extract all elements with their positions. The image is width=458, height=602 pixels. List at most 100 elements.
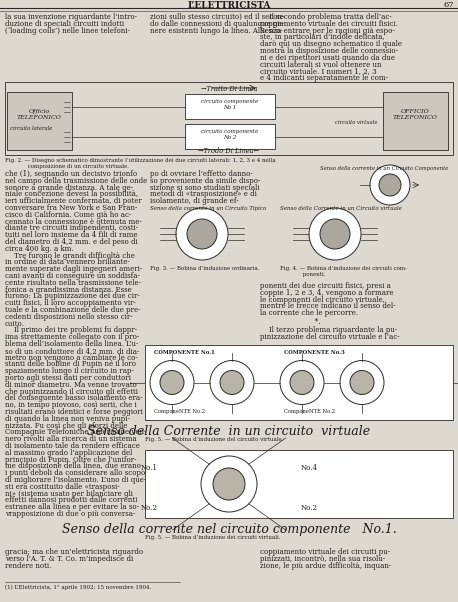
Text: in ordine di data vennero brillante-: in ordine di data vennero brillante- [5, 258, 130, 267]
Text: Fig. 2. — Disegno schematico dimostrante l’utilizzazione dei due circuiti latera: Fig. 2. — Disegno schematico dimostrante… [5, 158, 276, 169]
Text: tuiti nel loro insieme da 4 fili di rame: tuiti nel loro insieme da 4 fili di rame [5, 231, 137, 239]
Text: Officio
TELEFONICO: Officio TELEFONICO [17, 109, 62, 120]
Text: COMPONENTE No.3: COMPONENTE No.3 [284, 350, 345, 355]
Text: circuito virtuale. I numeri 1, 2, 3: circuito virtuale. I numeri 1, 2, 3 [260, 67, 376, 75]
Text: duzione di speciali circuiti indotti: duzione di speciali circuiti indotti [5, 20, 124, 28]
Bar [145, 450, 453, 518]
Text: niale concezione devesi la possibilità,: niale concezione devesi la possibilità, [5, 190, 138, 199]
Text: ima strettamente collegato con il pro-: ima strettamente collegato con il pro- [5, 333, 139, 341]
Text: cedenti disposizioni nello stesso cir-: cedenti disposizioni nello stesso cir- [5, 313, 133, 321]
Text: sonore a grande distanza. A tale ge-: sonore a grande distanza. A tale ge- [5, 184, 133, 191]
Circle shape [350, 370, 374, 394]
Text: cani avanti di conseguire un soddisfa-: cani avanti di conseguire un soddisfa- [5, 272, 140, 280]
Text: coppiamento virtuale dei circuiti pu-: coppiamento virtuale dei circuiti pu- [260, 548, 390, 556]
Text: pinizzazione del circuito virtuale e l’ac-: pinizzazione del circuito virtuale e l’a… [260, 333, 400, 341]
Text: Compagnie Telefoniche Americane ven-: Compagnie Telefoniche Americane ven- [5, 429, 147, 436]
Circle shape [176, 208, 228, 260]
Text: do dalle connessioni di qualunque ge-: do dalle connessioni di qualunque ge- [150, 20, 284, 28]
Text: Senso della corrente nel circuito componente   No.1.: Senso della corrente nel circuito compon… [62, 523, 396, 536]
Circle shape [201, 456, 257, 512]
Text: COMPONENTE No.1: COMPONENTE No.1 [154, 350, 215, 355]
Circle shape [210, 361, 254, 405]
Circle shape [309, 208, 361, 260]
Text: tuale e la combinazione delle due pre-: tuale e la combinazione delle due pre- [5, 306, 141, 314]
Text: di minor diametro. Ma venne trovato: di minor diametro. Ma venne trovato [5, 381, 137, 389]
Text: pinizzati, incontrò, nella sua risolu-: pinizzati, incontrò, nella sua risolu- [260, 555, 385, 563]
Text: gracia; ma che un’elettricista riguardo: gracia; ma che un’elettricista riguardo [5, 548, 143, 556]
Text: nel campo della trasmissione delle onde: nel campo della trasmissione delle onde [5, 177, 147, 185]
Circle shape [340, 361, 384, 405]
Text: Fig. 3. — Bobina d’induzione ordinaria.: Fig. 3. — Bobina d’induzione ordinaria. [150, 266, 260, 271]
Text: No.4: No.4 [300, 464, 317, 472]
Text: sizione si sono studiati speciali: sizione si sono studiati speciali [150, 184, 260, 191]
Text: ponenti dei due circuiti fisici, presi a: ponenti dei due circuiti fisici, presi a [260, 282, 391, 290]
Circle shape [187, 219, 217, 249]
Text: che pupinizzando il circuito gli effetti: che pupinizzando il circuito gli effetti [5, 388, 138, 396]
Circle shape [290, 370, 314, 394]
Text: mente superate dagli ingegneri ameri-: mente superate dagli ingegneri ameri- [5, 265, 142, 273]
Text: Senso della Corrente in un Circuito virtuale: Senso della Corrente in un Circuito virt… [280, 206, 402, 211]
Text: cuito.: cuito. [5, 320, 25, 327]
Text: circuito componente
No 2: circuito componente No 2 [202, 129, 259, 140]
Text: circuiti laterali si vuol ottenere un: circuiti laterali si vuol ottenere un [260, 61, 382, 69]
Text: diante tre circuiti indipendenti, costi-: diante tre circuiti indipendenti, costi- [5, 225, 138, 232]
Text: effetti dannosi prodotti dalle correnti: effetti dannosi prodotti dalle correnti [5, 497, 137, 504]
Circle shape [160, 370, 184, 394]
Text: circuito virtuale: circuito virtuale [335, 120, 377, 125]
Text: di isolamento tale da rendere efficace: di isolamento tale da rendere efficace [5, 442, 140, 450]
Text: cuiti fisici, il loro accoppiamento vir-: cuiti fisici, il loro accoppiamento vir- [5, 299, 136, 307]
Text: so di un conduttore di 4,2 mm. di dia-: so di un conduttore di 4,2 mm. di dia- [5, 347, 139, 355]
Text: No.1: No.1 [141, 464, 158, 472]
Text: ni e dei ripetitori usati quando da due: ni e dei ripetitori usati quando da due [260, 54, 395, 62]
Text: i punti deboli da considerare allo scopo: i punti deboli da considerare allo scopo [5, 469, 145, 477]
Text: me disposizione della linea, due erano: me disposizione della linea, due erano [5, 462, 141, 470]
Text: sti era costituito dalle «trasposi-: sti era costituito dalle «trasposi- [5, 483, 120, 491]
Text: *.: *. [305, 318, 321, 326]
Text: del diametro di 4,2 mm. e del peso di: del diametro di 4,2 mm. e del peso di [5, 238, 138, 246]
Text: nero rivolti alla ricerca di un sistema: nero rivolti alla ricerca di un sistema [5, 435, 137, 443]
Bar [7, 92, 72, 150]
Text: cennato la connessione è ottenuta me-: cennato la connessione è ottenuta me- [5, 217, 142, 226]
Text: risultati erano identici e forse peggiori: risultati erano identici e forse peggior… [5, 408, 143, 416]
Text: fonica a grandissima distanza. Esse: fonica a grandissima distanza. Esse [5, 285, 132, 294]
Text: la sua invenzione riguardante l’intro-: la sua invenzione riguardante l’intro- [5, 13, 137, 21]
Text: porto agli stessi dati per conduttori: porto agli stessi dati per conduttori [5, 374, 131, 382]
Text: nizzata. Fu così che gli sforzi delle: nizzata. Fu così che gli sforzi delle [5, 421, 127, 430]
Text: OFFICIO
TELEFONICO: OFFICIO TELEFONICO [393, 109, 438, 120]
Text: ni» (sistema usato per bilanciare gli: ni» (sistema usato per bilanciare gli [5, 489, 133, 498]
Circle shape [213, 468, 245, 500]
Text: Fig. 5. — Bobina d’induzione del circuito virtuale.: Fig. 5. — Bobina d’induzione del circuit… [145, 437, 284, 442]
Text: al massimo grado l’applicazione del: al massimo grado l’applicazione del [5, 449, 132, 457]
Text: la corrente che le percorre.: la corrente che le percorre. [260, 309, 358, 317]
Circle shape [370, 165, 410, 205]
Text: stanti delle bobine di Pupin né il loro: stanti delle bobine di Pupin né il loro [5, 361, 136, 368]
Text: No.2: No.2 [141, 504, 158, 512]
Text: Tre furono le grandi difficoltà che: Tre furono le grandi difficoltà che [5, 252, 135, 259]
Text: darò qui un disegno schematico il quale: darò qui un disegno schematico il quale [260, 40, 402, 48]
Text: (1) L’Elettricista, 1° aprile 1902; 15 novembre 1904.: (1) L’Elettricista, 1° aprile 1902; 15 n… [5, 585, 151, 591]
Text: furono: La pupinizzazione dei due cir-: furono: La pupinizzazione dei due cir- [5, 293, 140, 300]
Text: Senso della Corrente  in un circuito  virtuale: Senso della Corrente in un circuito virt… [87, 425, 371, 438]
Text: Il terzo problema riguardante la pu-: Il terzo problema riguardante la pu- [260, 326, 397, 334]
Text: metro non vengono a cambiare le co-: metro non vengono a cambiare le co- [5, 353, 138, 362]
Text: conversare fra New York e San Fran-: conversare fra New York e San Fran- [5, 204, 137, 212]
Text: L’ELETTRICISTA: L’ELETTRICISTA [187, 1, 271, 10]
Text: principio di Pupin. Oltre che l’unifor-: principio di Pupin. Oltre che l’unifor- [5, 456, 136, 464]
Text: nere esistenti lungo la linea. Allo sco-: nere esistenti lungo la linea. Allo sco- [150, 26, 283, 34]
Bar [383, 92, 448, 150]
Text: zione, le più ardue difficoltà, inquan-: zione, le più ardue difficoltà, inquan- [260, 562, 391, 569]
Text: so proveniente da simile dispo-: so proveniente da simile dispo- [150, 177, 261, 185]
Text: cente risultato nella trasmissione tele-: cente risultato nella trasmissione tele- [5, 279, 141, 287]
Text: 67: 67 [443, 1, 454, 9]
Text: ComponéNTE No.2: ComponéNTE No.2 [154, 408, 205, 414]
Text: che (1), segnando un decisivo trionfo: che (1), segnando un decisivo trionfo [5, 170, 137, 178]
Circle shape [280, 361, 324, 405]
Text: Fig. 5. — Bobina d’induzione dei circuiti virtuali.: Fig. 5. — Bobina d’induzione dei circuit… [145, 535, 280, 540]
Text: estranee alla linea e per evitare la so-: estranee alla linea e per evitare la so- [5, 503, 139, 511]
Text: (‘loading coils’) nelle linee telefoni-: (‘loading coils’) nelle linee telefoni- [5, 26, 130, 34]
Text: Il secondo problema tratta dell’ac-: Il secondo problema tratta dell’ac- [260, 13, 392, 21]
Text: le componenti del circuito virtuale,: le componenti del circuito virtuale, [260, 296, 385, 303]
Text: ieri ufficialmente confermata, di poter: ieri ufficialmente confermata, di poter [5, 197, 142, 205]
Text: coppiamento virtuale dei circuiti fisici.: coppiamento virtuale dei circuiti fisici… [260, 20, 398, 28]
Text: mostra la disposizione delle connessio-: mostra la disposizione delle connessio- [260, 47, 398, 55]
